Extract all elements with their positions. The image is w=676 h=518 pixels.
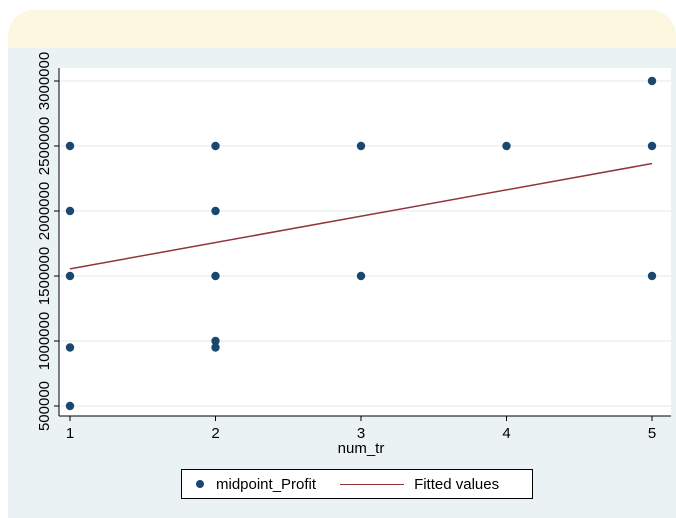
data-point-15 — [647, 76, 657, 86]
data-point-11 — [356, 141, 366, 151]
data-point-3 — [65, 206, 75, 216]
data-point-2 — [65, 271, 75, 281]
data-point-6 — [211, 336, 220, 346]
data-point-9 — [211, 141, 220, 151]
data-point-4 — [65, 141, 75, 151]
y-tick-label-2: 1500000 — [36, 247, 53, 305]
x-tick-label-4: 5 — [648, 425, 656, 442]
legend-label-fitted-values: Fitted values — [414, 475, 500, 493]
plot-area — [59, 68, 671, 416]
data-point-10 — [356, 271, 366, 281]
legend-marker-line — [340, 483, 405, 485]
data-point-12 — [502, 141, 511, 151]
legend-marker-dot — [196, 480, 204, 488]
x-tick-label-2: 3 — [357, 425, 365, 442]
title-band — [8, 10, 676, 48]
data-point-8 — [211, 206, 220, 216]
y-tick-label-1: 1000000 — [36, 312, 53, 370]
y-tick-label-3: 2000000 — [36, 182, 53, 240]
x-tick-label-0: 1 — [66, 425, 74, 442]
data-point-0 — [65, 401, 75, 411]
legend: midpoint_Profit Fitted values — [181, 469, 533, 499]
legend-label-midpoint-profit: midpoint_Profit — [216, 475, 317, 493]
fitted-values-line — [69, 162, 653, 270]
y-tick-label-5: 3000000 — [36, 52, 53, 110]
x-tick-label-1: 2 — [211, 425, 219, 442]
y-tick-label-4: 2500000 — [36, 117, 53, 175]
data-point-14 — [647, 141, 657, 151]
y-tick-label-0: 500000 — [36, 381, 53, 431]
data-point-1 — [65, 343, 75, 352]
data-point-5 — [211, 343, 220, 352]
data-point-13 — [647, 271, 657, 281]
data-point-7 — [211, 271, 220, 281]
x-tick-label-3: 4 — [502, 425, 510, 442]
x-axis-title: num_tr — [338, 440, 385, 457]
